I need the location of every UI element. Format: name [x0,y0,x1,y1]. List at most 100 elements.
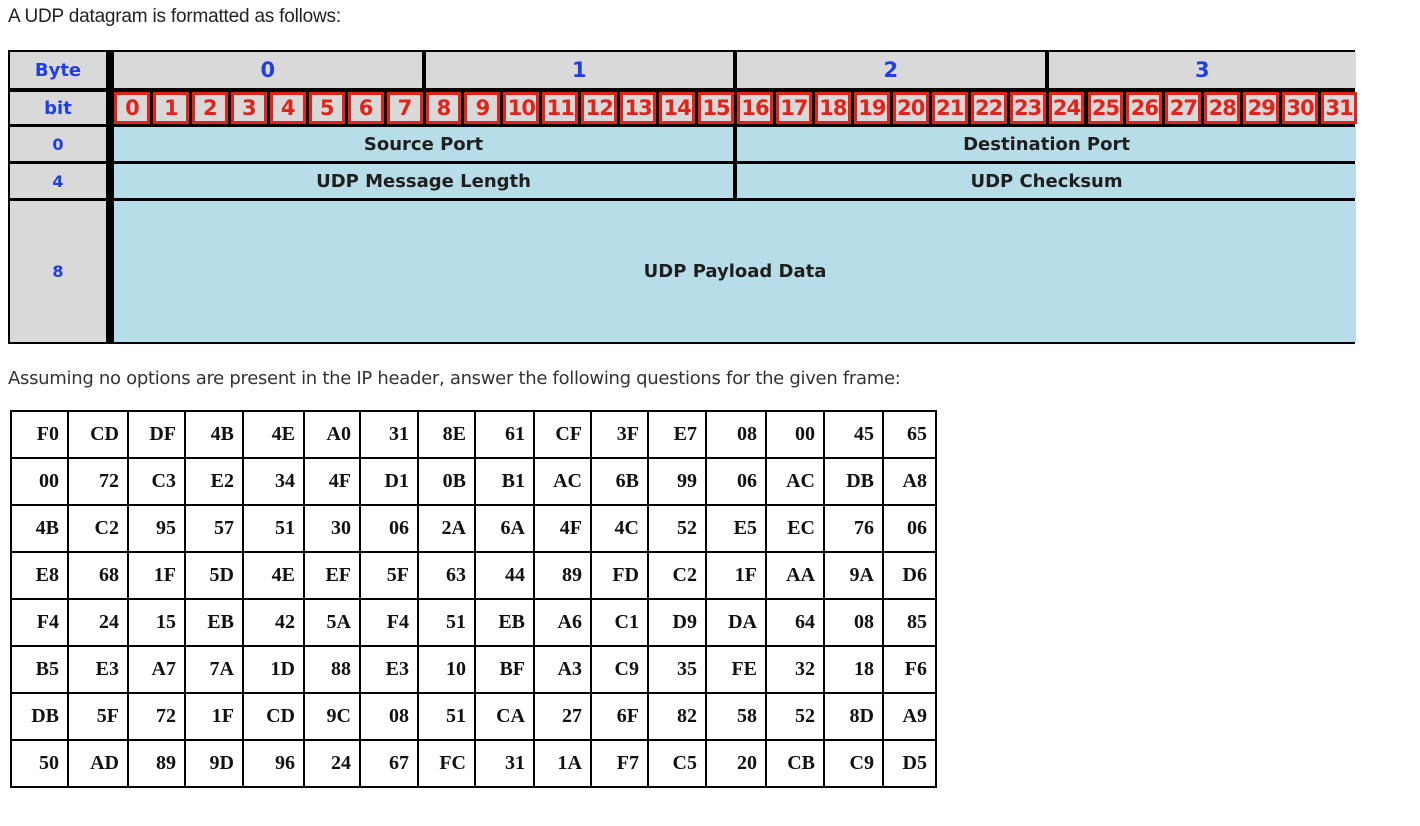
frame-byte: FC [417,739,476,788]
frame-byte: A6 [533,598,592,647]
frame-byte: 1F [184,692,244,741]
frame-byte: AD [67,739,129,788]
frame-byte: 63 [417,551,476,600]
bit-26: 26 [1126,92,1163,124]
frame-byte: E7 [647,410,707,459]
bit-31: 31 [1321,92,1358,124]
bit-25: 25 [1087,92,1124,124]
frame-byte: 51 [417,598,476,647]
frame-byte: B1 [474,457,535,506]
frame-byte: C1 [590,598,649,647]
frame-byte: AC [765,457,825,506]
frame-byte: FD [590,551,649,600]
frame-byte: 18 [823,645,884,694]
frame-byte: 76 [823,504,884,553]
frame-byte: 1F [705,551,767,600]
frame-byte: 34 [242,457,305,506]
byte-label: Byte [10,52,106,88]
frame-byte: A7 [127,645,186,694]
frame-byte: 89 [127,739,186,788]
frame-byte: 5D [184,551,244,600]
frame-byte: EF [303,551,361,600]
bit-3: 3 [230,92,267,124]
frame-byte: 4B [184,410,244,459]
frame-byte: 06 [882,504,937,553]
frame-byte: 08 [705,410,767,459]
frame-byte: 42 [242,598,305,647]
frame-byte: 82 [647,692,707,741]
destination-port-field: Destination Port [737,127,1357,161]
frame-byte: 31 [474,739,535,788]
frame-byte: E3 [359,645,419,694]
frame-byte: F7 [590,739,649,788]
frame-byte: 06 [359,504,419,553]
frame-byte: 61 [474,410,535,459]
bit-20: 20 [892,92,929,124]
frame-byte: BF [474,645,535,694]
question-text: Assuming no options are present in the I… [8,368,901,389]
frame-byte: 51 [242,504,305,553]
frame-byte: 15 [127,598,186,647]
frame-byte: 3F [590,410,649,459]
frame-byte: CB [765,739,825,788]
frame-byte: 85 [882,598,937,647]
frame-byte: E8 [10,551,69,600]
bit-23: 23 [1009,92,1046,124]
checksum-field: UDP Checksum [737,164,1357,198]
frame-byte: 08 [359,692,419,741]
frame-byte: 6A [474,504,535,553]
bit-2: 2 [191,92,228,124]
frame-byte: 6F [590,692,649,741]
frame-byte: 35 [647,645,707,694]
frame-byte: B5 [10,645,69,694]
bit-30: 30 [1282,92,1319,124]
bit-13: 13 [620,92,657,124]
frame-byte: 99 [647,457,707,506]
frame-byte: 95 [127,504,186,553]
frame-byte: C2 [647,551,707,600]
frame-row: F0 CD DF 4B 4E A0 31 8E 61 CF 3F E7 08 00 45 65 [10,410,937,459]
bit-18: 18 [814,92,851,124]
source-port-field: Source Port [114,127,734,161]
frame-byte: EC [765,504,825,553]
bit-15: 15 [698,92,735,124]
frame-byte: 2A [417,504,476,553]
frame-byte: 0B [417,457,476,506]
frame-byte: E5 [705,504,767,553]
byte-number-3: 3 [1048,52,1357,88]
frame-byte: 7A [184,645,244,694]
frame-byte: 06 [705,457,767,506]
bit-12: 12 [581,92,618,124]
frame-byte: 45 [823,410,884,459]
byte-number-1: 1 [425,52,734,88]
byte-number-0: 0 [114,52,422,88]
bit-24: 24 [1048,92,1085,124]
frame-byte: DF [127,410,186,459]
frame-byte: 9C [303,692,361,741]
frame-byte: F0 [10,410,69,459]
frame-byte: 10 [417,645,476,694]
intro-text: A UDP datagram is formatted as follows: [8,6,341,27]
message-length-field: UDP Message Length [114,164,734,198]
frame-byte: 9A [823,551,884,600]
frame-byte: 72 [67,457,129,506]
bit-21: 21 [931,92,968,124]
bit-10: 10 [503,92,540,124]
frame-byte: 4E [242,410,305,459]
frame-byte: CA [474,692,535,741]
frame-byte: A0 [303,410,361,459]
frame-byte: E3 [67,645,129,694]
udp-header-diagram: Byte bit Source Port Destination Port UD… [8,50,1358,344]
frame-byte: CD [242,692,305,741]
offset-8: 8 [10,201,106,342]
bit-label: bit [10,92,106,124]
frame-byte: 5A [303,598,361,647]
frame-byte: 8E [417,410,476,459]
offset-4: 4 [10,164,106,198]
frame-byte: EB [184,598,244,647]
frame-byte: F4 [10,598,69,647]
frame-byte: CF [533,410,592,459]
frame-byte: DB [823,457,884,506]
bit-29: 29 [1243,92,1280,124]
bit-5: 5 [308,92,345,124]
